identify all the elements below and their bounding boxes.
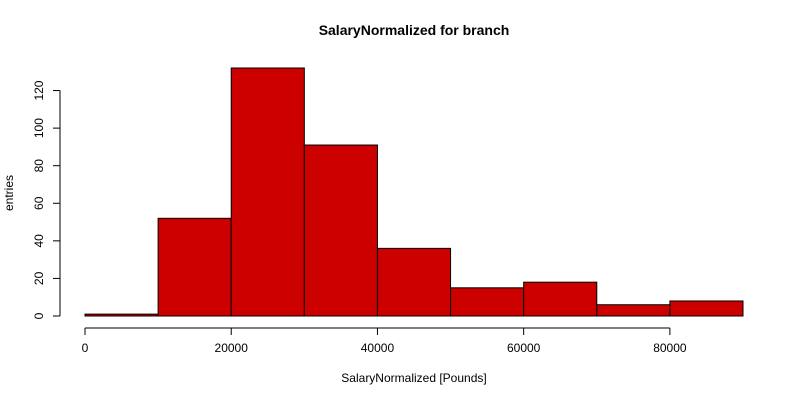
chart-title: SalaryNormalized for branch xyxy=(319,22,510,38)
x-axis: 0 20000 40000 60000 80000 xyxy=(82,327,687,355)
y-tick-label-5: 100 xyxy=(32,118,46,138)
x-axis-label: SalaryNormalized [Pounds] xyxy=(341,371,486,385)
y-tick-label-1: 20 xyxy=(32,271,46,285)
y-tick-label-3: 60 xyxy=(32,196,46,210)
x-tick-label-0: 0 xyxy=(82,341,89,355)
histogram-bar-1 xyxy=(157,217,232,317)
histogram-bar-3 xyxy=(303,144,378,317)
histogram-bar-7 xyxy=(596,304,671,317)
y-tick-label-4: 80 xyxy=(32,159,46,173)
y-axis: 0 20 40 60 80 100 120 xyxy=(32,80,61,319)
bars-group xyxy=(84,67,744,317)
y-tick-label-0: 0 xyxy=(32,312,46,319)
y-axis-label: entries xyxy=(2,175,16,211)
x-tick-label-3: 60000 xyxy=(507,341,541,355)
y-tick-label-6: 120 xyxy=(32,80,46,100)
x-tick-label-1: 20000 xyxy=(215,341,249,355)
histogram-bar-6 xyxy=(523,281,598,317)
x-tick-label-4: 80000 xyxy=(653,341,687,355)
histogram-bar-5 xyxy=(450,287,525,317)
histogram-bar-2 xyxy=(230,67,305,317)
y-tick-label-2: 40 xyxy=(32,234,46,248)
histogram-bar-0 xyxy=(84,313,159,317)
x-tick-label-2: 40000 xyxy=(361,341,395,355)
histogram-bar-4 xyxy=(376,247,452,317)
histogram-bar-8 xyxy=(669,300,744,317)
